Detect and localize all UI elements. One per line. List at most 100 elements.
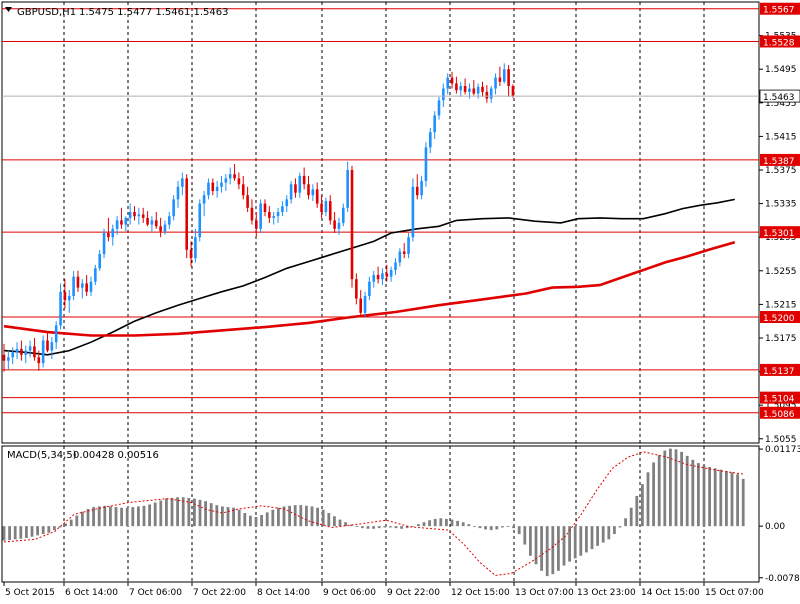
candle[interactable] xyxy=(28,340,32,358)
candle[interactable] xyxy=(50,337,54,359)
macd-histogram-bar[interactable] xyxy=(36,526,39,536)
macd-histogram-bar[interactable] xyxy=(573,526,577,559)
macd-histogram-bar[interactable] xyxy=(506,526,510,527)
candle[interactable] xyxy=(311,184,315,202)
macd-histogram-bar[interactable] xyxy=(125,507,129,527)
macd-histogram-bar[interactable] xyxy=(601,526,605,543)
candle[interactable] xyxy=(168,212,171,229)
candle[interactable] xyxy=(320,195,323,218)
candle[interactable] xyxy=(85,275,88,296)
macd-histogram-bar[interactable] xyxy=(8,526,11,540)
macd-histogram-bar[interactable] xyxy=(288,505,291,527)
macd-histogram-bar[interactable] xyxy=(445,518,448,527)
macd-histogram-bar[interactable] xyxy=(467,524,471,527)
candle[interactable] xyxy=(146,211,149,227)
candle[interactable] xyxy=(263,199,267,217)
candle[interactable] xyxy=(128,203,132,225)
macd-histogram-bar[interactable] xyxy=(607,526,611,540)
macd-histogram-bar[interactable] xyxy=(338,519,342,527)
candle[interactable] xyxy=(150,216,154,232)
macd-histogram-bar[interactable] xyxy=(13,526,17,540)
candle[interactable] xyxy=(337,217,341,235)
candle[interactable] xyxy=(54,321,58,349)
macd-histogram-bar[interactable] xyxy=(187,497,191,527)
candle[interactable] xyxy=(172,195,175,221)
macd-histogram-bar[interactable] xyxy=(165,498,168,527)
candle[interactable] xyxy=(154,212,158,229)
candle[interactable] xyxy=(489,86,493,103)
macd-panel[interactable]: 0.01173 0.00 -0.00786 xyxy=(1,445,800,584)
macd-histogram-bar[interactable] xyxy=(293,505,297,527)
candle[interactable] xyxy=(211,178,215,196)
macd-histogram-bar[interactable] xyxy=(657,455,661,527)
candle[interactable] xyxy=(215,180,219,198)
macd-histogram-bar[interactable] xyxy=(389,526,392,528)
candle[interactable] xyxy=(420,175,423,200)
macd-histogram-bar[interactable] xyxy=(305,505,308,527)
candle[interactable] xyxy=(407,233,410,259)
candle[interactable] xyxy=(450,71,454,89)
macd-histogram-bar[interactable] xyxy=(198,499,202,527)
candle[interactable] xyxy=(398,248,402,267)
macd-histogram-bar[interactable] xyxy=(316,507,319,527)
candle[interactable] xyxy=(433,111,436,139)
candle[interactable] xyxy=(389,266,393,282)
macd-histogram-bar[interactable] xyxy=(635,495,639,527)
candle[interactable] xyxy=(289,180,293,204)
macd-histogram-bar[interactable] xyxy=(461,522,465,527)
candle[interactable] xyxy=(507,65,510,97)
macd-histogram-bar[interactable] xyxy=(310,506,314,527)
macd-histogram-bar[interactable] xyxy=(277,507,280,527)
candle[interactable] xyxy=(355,273,358,305)
candle[interactable] xyxy=(20,340,23,361)
macd-histogram-bar[interactable] xyxy=(92,507,95,527)
candle[interactable] xyxy=(481,81,484,97)
macd-histogram-bar[interactable] xyxy=(730,472,734,527)
candle[interactable] xyxy=(402,243,406,259)
macd-histogram-bar[interactable] xyxy=(299,505,303,527)
candle[interactable] xyxy=(72,270,75,301)
macd-histogram-bar[interactable] xyxy=(159,500,163,527)
macd-histogram-bar[interactable] xyxy=(86,509,90,527)
candle[interactable] xyxy=(472,80,476,96)
macd-histogram-bar[interactable] xyxy=(47,526,51,533)
candle[interactable] xyxy=(342,203,345,227)
candle[interactable] xyxy=(220,175,223,193)
macd-histogram-bar[interactable] xyxy=(377,526,381,529)
macd-histogram-bar[interactable] xyxy=(523,526,527,545)
candle[interactable] xyxy=(120,207,123,229)
macd-histogram-bar[interactable] xyxy=(103,505,107,527)
candle[interactable] xyxy=(76,270,80,292)
candle[interactable] xyxy=(324,197,328,217)
macd-histogram-bar[interactable] xyxy=(148,504,151,527)
macd-histogram-bar[interactable] xyxy=(383,526,387,528)
candle[interactable] xyxy=(2,343,6,372)
macd-histogram-bar[interactable] xyxy=(282,506,286,527)
macd-histogram-bar[interactable] xyxy=(501,526,504,528)
macd-histogram-bar[interactable] xyxy=(394,526,398,529)
macd-histogram-bar[interactable] xyxy=(736,474,739,527)
macd-histogram-bar[interactable] xyxy=(529,526,532,556)
candle[interactable] xyxy=(189,241,193,267)
macd-histogram-bar[interactable] xyxy=(260,514,263,527)
macd-histogram-bar[interactable] xyxy=(422,522,426,527)
macd-histogram-bar[interactable] xyxy=(540,526,543,571)
macd-histogram-bar[interactable] xyxy=(265,512,269,527)
candle[interactable] xyxy=(98,249,101,271)
candle[interactable] xyxy=(363,291,367,317)
candle[interactable] xyxy=(41,335,45,368)
candle[interactable] xyxy=(11,347,14,365)
candle[interactable] xyxy=(385,264,389,282)
macd-histogram-bar[interactable] xyxy=(624,518,627,527)
candle[interactable] xyxy=(202,191,206,217)
macd-histogram-bar[interactable] xyxy=(176,497,179,527)
macd-histogram-bar[interactable] xyxy=(685,455,689,527)
macd-histogram-bar[interactable] xyxy=(652,462,655,527)
macd-histogram-bar[interactable] xyxy=(411,526,415,527)
candle[interactable] xyxy=(246,186,249,212)
candle[interactable] xyxy=(350,165,354,288)
macd-histogram-bar[interactable] xyxy=(450,519,454,527)
macd-histogram-bar[interactable] xyxy=(405,526,409,529)
candle[interactable] xyxy=(233,164,236,181)
